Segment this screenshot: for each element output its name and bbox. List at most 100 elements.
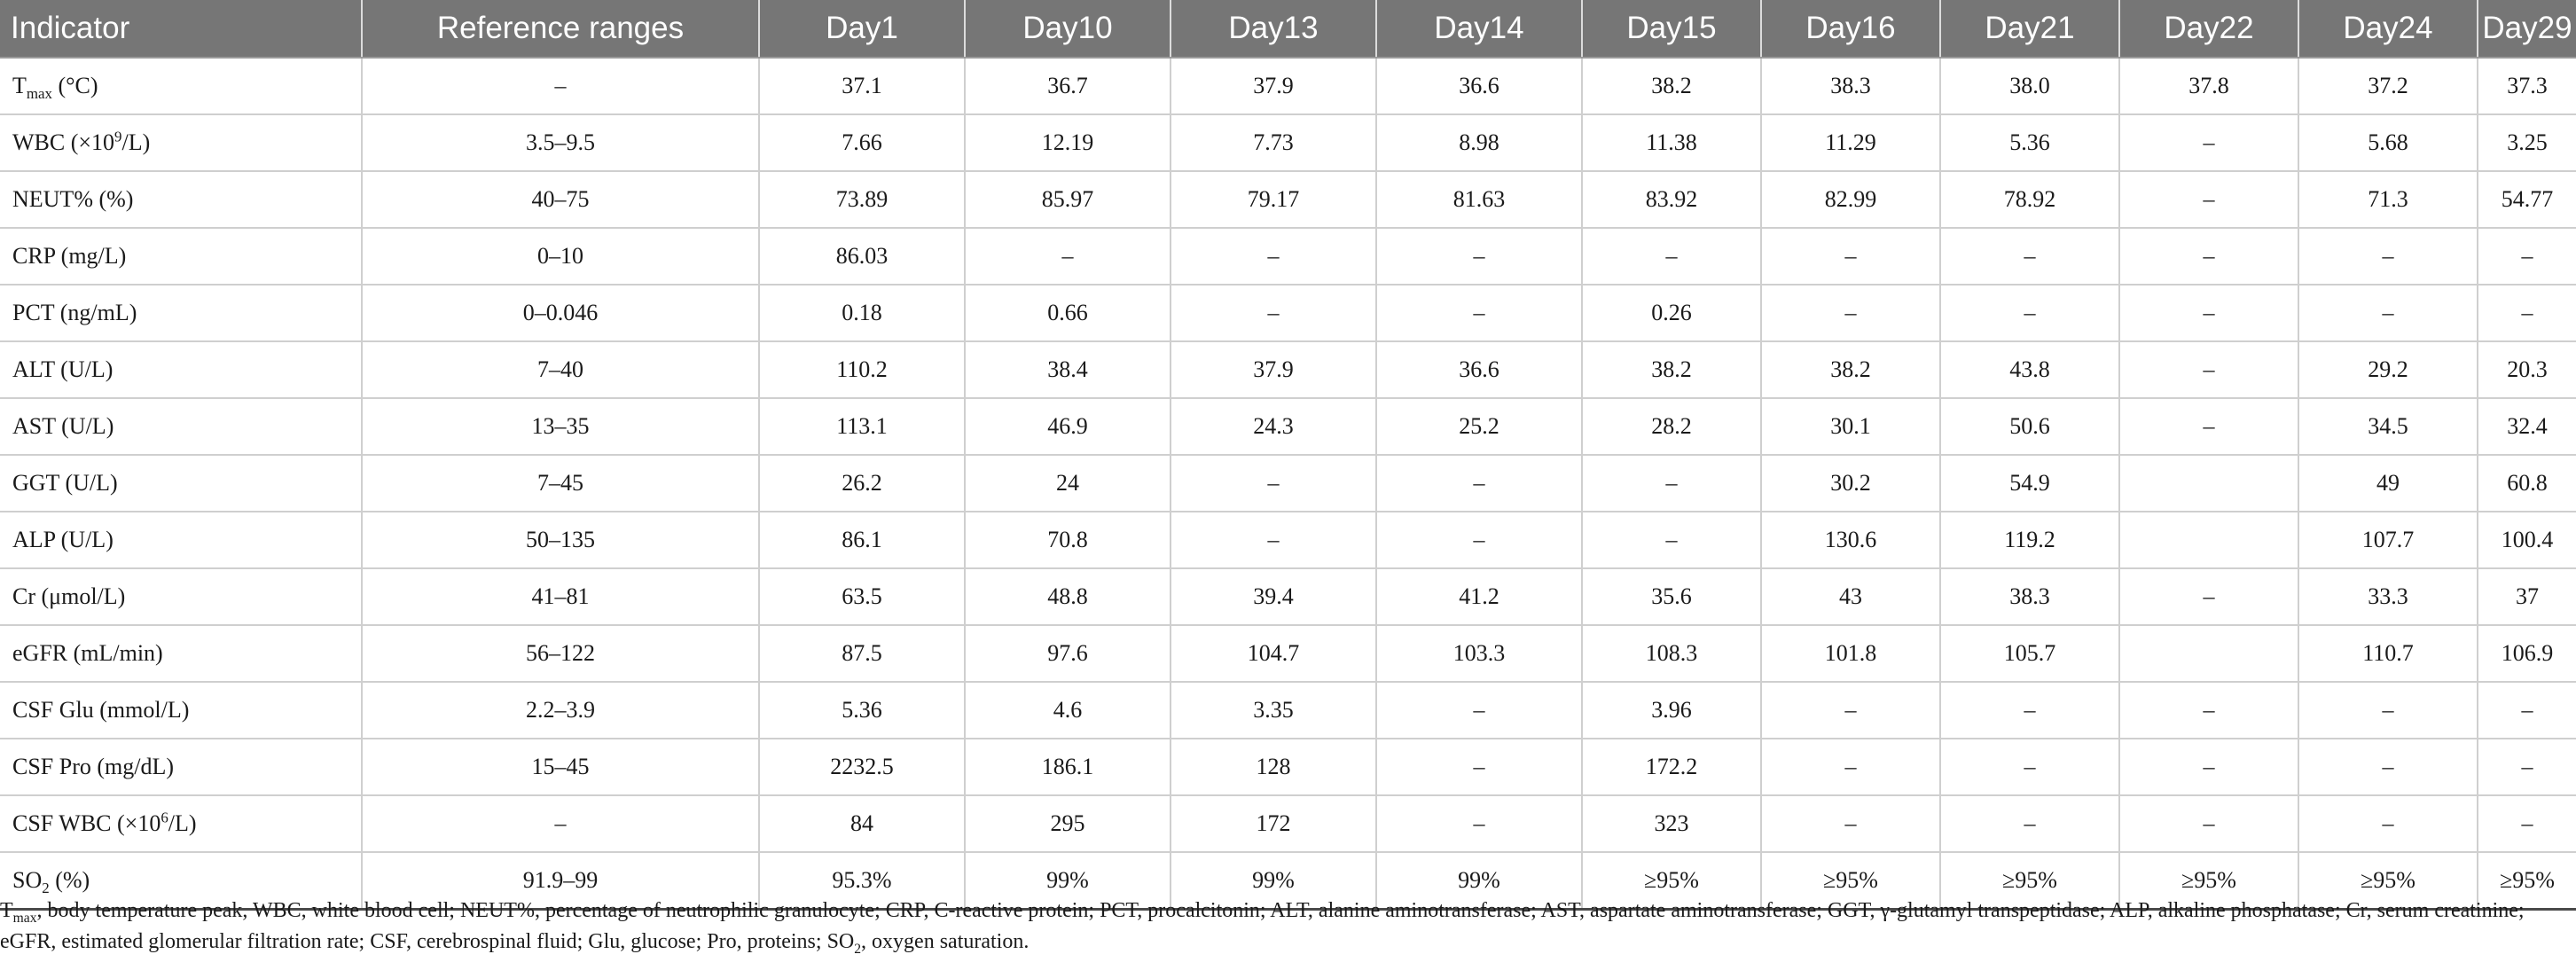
value-cell: 37.9 [1171, 341, 1377, 399]
value-cell: 0.18 [759, 285, 966, 342]
value-cell: 106.9 [2478, 625, 2576, 683]
value-cell: 30.2 [1761, 455, 1941, 512]
footnote-text-part2: , oxygen saturation. [861, 930, 1030, 953]
value-cell: 104.7 [1171, 625, 1377, 683]
column-header: Reference ranges [362, 0, 760, 59]
value-cell: – [1376, 739, 1583, 796]
footnote-tmax-sub: max [12, 910, 37, 926]
value-cell: – [2119, 341, 2299, 399]
column-header: Indicator [0, 0, 363, 59]
table-row: CRP (mg/L) 0–10 86.03– – – – – – – – – [0, 228, 2576, 286]
table-body: Tmax (°C) –37.1 36.7 37.9 36.6 38.2 38.3 38.0 37… [0, 58, 2576, 911]
indicator-cell: Cr (μmol/L) [0, 568, 363, 626]
footnote-text-part1: , body temperature peak, WBC, white bloo… [0, 899, 2525, 953]
reference-range-cell: 2.2–3.9 [362, 682, 760, 739]
indicator-base: CSF Glu (mmol/L) [12, 697, 190, 723]
value-cell: 78.92 [1940, 171, 2120, 229]
value-cell: 82.99 [1761, 171, 1941, 229]
reference-range-cell: 91.9–99 [362, 852, 760, 911]
table-row: GGT (U/L) 7–45 26.2 24– – –30.2 54.9 49 60.8 [0, 455, 2576, 512]
column-header: Day1 [759, 0, 966, 59]
value-cell: – [2478, 682, 2576, 739]
value-cell: 103.3 [1376, 625, 1583, 683]
value-cell: 7.66 [759, 114, 966, 172]
value-cell: – [1940, 739, 2120, 796]
indicator-cell: CRP (mg/L) [0, 228, 363, 286]
value-cell: 24.3 [1171, 398, 1377, 456]
indicator-cell: PCT (ng/mL) [0, 285, 363, 342]
value-cell: 73.89 [759, 171, 966, 229]
value-cell: – [2119, 398, 2299, 456]
value-cell: 70.8 [965, 512, 1171, 569]
value-cell: – [1376, 455, 1583, 512]
value-cell: – [2478, 739, 2576, 796]
value-cell: – [1171, 285, 1377, 342]
table-row: CSF WBC (×106/L) –84 295 172–323– – – – – [0, 795, 2576, 853]
reference-range-cell: 15–45 [362, 739, 760, 796]
value-cell: – [1761, 682, 1941, 739]
value-cell: – [1171, 512, 1377, 569]
value-cell: 37.1 [759, 58, 966, 115]
value-cell: 7.73 [1171, 114, 1377, 172]
value-cell: 49 [2298, 455, 2478, 512]
value-cell: – [1376, 512, 1583, 569]
value-cell: 110.7 [2298, 625, 2478, 683]
column-header: Day15 [1582, 0, 1762, 59]
reference-range-cell: 41–81 [362, 568, 760, 626]
indicator-cell: SO2 (%) [0, 852, 363, 911]
value-cell: 105.7 [1940, 625, 2120, 683]
indicator-base: CSF Pro (mg/dL) [12, 754, 175, 779]
value-cell: ≥95% [1582, 852, 1762, 911]
value-cell: 48.8 [965, 568, 1171, 626]
value-cell: 39.4 [1171, 568, 1377, 626]
value-cell: – [1940, 682, 2120, 739]
value-cell: 71.3 [2298, 171, 2478, 229]
value-cell: 95.3% [759, 852, 966, 911]
value-cell: 35.6 [1582, 568, 1762, 626]
table-row: SO2 (%) 91.9–99 95.3% 99% 99% 99% ≥95% ≥95% ≥95%… [0, 852, 2576, 911]
column-header: Day13 [1171, 0, 1377, 59]
value-cell: 87.5 [759, 625, 966, 683]
indicator-base: NEUT% (%) [12, 186, 134, 212]
value-cell: – [1761, 285, 1941, 342]
value-cell: 38.3 [1761, 58, 1941, 115]
column-header: Day21 [1940, 0, 2120, 59]
value-cell: – [2298, 228, 2478, 286]
value-cell: – [1376, 285, 1583, 342]
indicator-cell: ALP (U/L) [0, 512, 363, 569]
indicator-superscript: 9 [114, 128, 122, 145]
reference-range-cell: 56–122 [362, 625, 760, 683]
value-cell: 4.6 [965, 682, 1171, 739]
value-cell: 101.8 [1761, 625, 1941, 683]
column-header: Day16 [1761, 0, 1941, 59]
indicator-unit: /L) [121, 129, 151, 155]
value-cell: ≥95% [2119, 852, 2299, 911]
value-cell: 60.8 [2478, 455, 2576, 512]
value-cell: 128 [1171, 739, 1377, 796]
value-cell: 36.6 [1376, 341, 1583, 399]
reference-range-cell: 7–40 [362, 341, 760, 399]
value-cell: – [965, 228, 1171, 286]
value-cell: 63.5 [759, 568, 966, 626]
value-cell: 54.9 [1940, 455, 2120, 512]
value-cell: – [2119, 795, 2299, 853]
reference-range-cell: 50–135 [362, 512, 760, 569]
reference-range-cell: 40–75 [362, 171, 760, 229]
value-cell: 99% [1171, 852, 1377, 911]
indicator-base: SO [12, 867, 43, 893]
indicator-base: T [12, 73, 27, 98]
indicator-unit: (°C) [51, 73, 98, 98]
table-row: AST (U/L) 13–35 113.1 46.9 24.3 25.2 28.2 30.1 5… [0, 398, 2576, 456]
column-header: Day24 [2298, 0, 2478, 59]
indicator-unit: (%) [49, 867, 90, 893]
value-cell: 54.77 [2478, 171, 2576, 229]
value-cell: 43.8 [1940, 341, 2120, 399]
value-cell: 5.36 [759, 682, 966, 739]
value-cell: 37.9 [1171, 58, 1377, 115]
value-cell: 5.68 [2298, 114, 2478, 172]
table-row: ALT (U/L) 7–40 110.2 38.4 37.9 36.6 38.2 38.2 43… [0, 341, 2576, 399]
indicator-base: CRP (mg/L) [12, 243, 127, 269]
indicator-cell: CSF Pro (mg/dL) [0, 739, 363, 796]
value-cell: – [1761, 795, 1941, 853]
value-cell: 99% [1376, 852, 1583, 911]
